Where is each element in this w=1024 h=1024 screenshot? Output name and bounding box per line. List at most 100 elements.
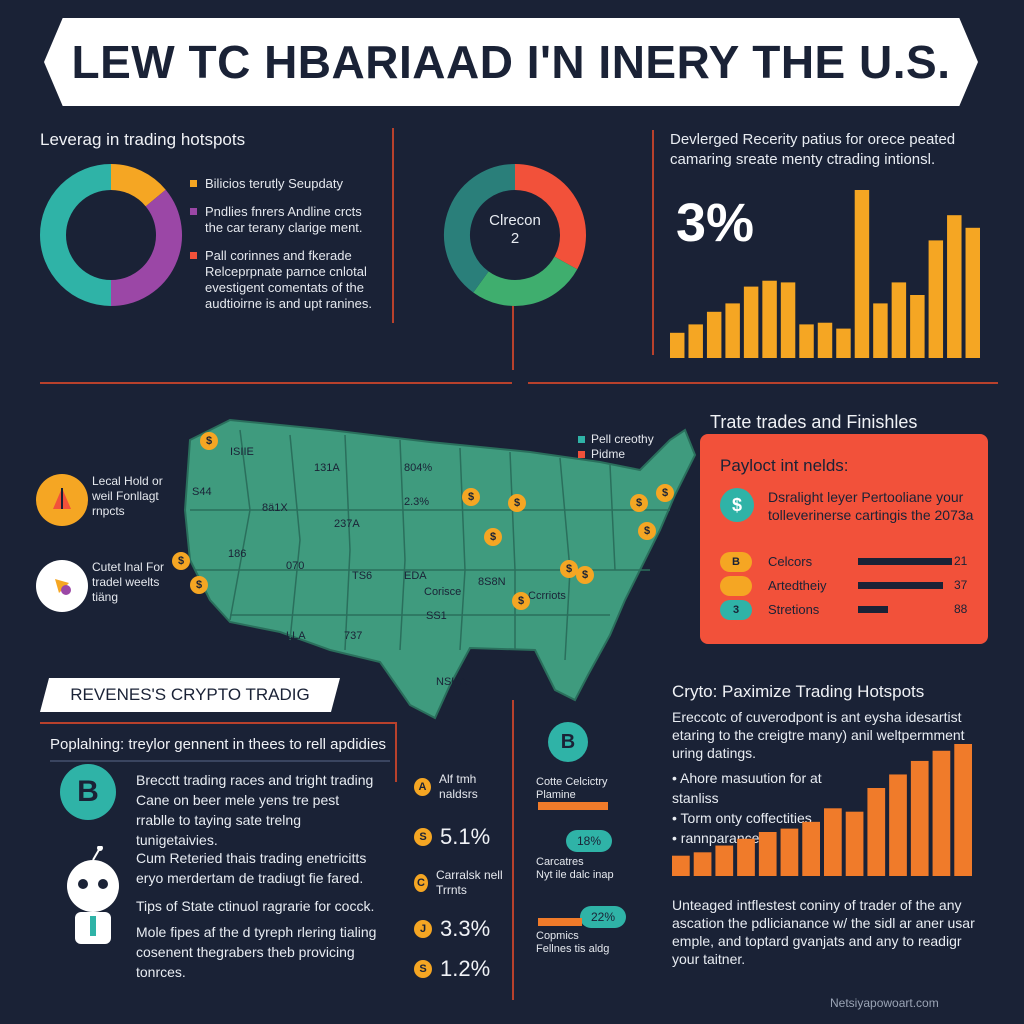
title-banner: LEW TC HBARIAAD I'N INERY THE U.S.	[44, 18, 978, 106]
map-label: 186	[228, 548, 247, 560]
map-outline	[183, 418, 697, 720]
row-label: Artedtheiy	[768, 578, 827, 593]
legend-swatch	[578, 436, 585, 443]
map-label: 8S8N	[478, 576, 506, 588]
coin-icon: $	[190, 576, 208, 594]
row-value: 37	[954, 578, 968, 592]
middle-stat-3: C Carralsk nell Trrnts	[414, 868, 514, 898]
row-icon: 3	[720, 600, 752, 620]
bar	[867, 788, 886, 876]
bar	[780, 828, 799, 876]
small-stat-label-line1: Copmics	[536, 930, 579, 942]
pie-slice	[110, 189, 182, 306]
donut2-center-label: Clrecon 2	[470, 212, 560, 248]
revenues-item-2: Cum Reteried thais trading enetricitts e…	[136, 850, 367, 886]
bar	[758, 832, 777, 876]
red-panel-text: Dsralight leyer Pertooliane your tolleve…	[768, 489, 974, 523]
middle-stat-1: A Alf tmh naldsrs	[414, 772, 514, 802]
legend-label: Pidme	[591, 447, 626, 461]
small-stat-badge: 22%	[580, 906, 626, 928]
bar	[802, 821, 820, 876]
coin-icon: $	[508, 494, 526, 512]
donut2-chart	[444, 164, 586, 306]
donut2-center-line1: Clrecon	[489, 212, 541, 229]
legend-swatch	[190, 252, 197, 259]
sailboat-icon	[36, 474, 88, 526]
map-label: NSHA	[436, 676, 467, 688]
bars-top-big-value: 3%	[676, 193, 755, 253]
shapes-icon	[36, 560, 88, 612]
middle-stat-value: 1.2%	[440, 956, 491, 981]
middle-stat-5: S 1.2%	[414, 956, 514, 982]
map-label: S44	[192, 486, 212, 498]
revenues-item-1: Brecctt trading races and tright trading…	[136, 772, 374, 848]
legend-label: Pell creothy	[591, 432, 654, 446]
small-stat-bar	[538, 802, 608, 810]
divider-vertical	[652, 130, 654, 355]
map-state-borders	[190, 429, 670, 661]
donut1-chart	[40, 164, 182, 306]
row-bar	[858, 582, 943, 589]
red-panel-heading: Trate trades and Finishles	[710, 412, 918, 432]
map-label: Corisce	[424, 586, 462, 598]
bar	[947, 215, 962, 358]
map-legend-item-1: Pell creothy	[578, 432, 654, 447]
small-stat-label-line2: Fellnes tis aldg	[536, 943, 610, 955]
row-value: 21	[954, 554, 968, 568]
donut1-title: Leverag in trading hotspots	[40, 130, 246, 149]
bar	[799, 324, 814, 358]
legend-label: Pndlies fnrers Andline crcts the car ter…	[205, 204, 363, 235]
coin-icon: $	[484, 528, 502, 546]
legend-swatch	[190, 180, 197, 187]
row-value: 88	[954, 602, 968, 616]
bar	[670, 332, 685, 358]
bar	[780, 282, 796, 358]
middle-stat-label: Carralsk nell Trrnts	[435, 868, 503, 897]
middle-stats: A Alf tmh naldsrs S 5.1% C Carralsk nell…	[414, 772, 514, 982]
revenues-header: Poplalning: treylor gennent in thees to …	[50, 736, 387, 753]
bar	[743, 286, 759, 358]
coin-icon: $	[560, 560, 578, 578]
bar	[836, 328, 851, 358]
bar	[715, 845, 734, 876]
pie-slice	[473, 256, 578, 306]
bar	[965, 227, 980, 358]
legend-label: Pall corinnes and fkerade Relceprpnate p…	[205, 248, 372, 311]
map-label: 131A	[314, 462, 340, 474]
bar	[854, 190, 870, 358]
coin-icon: S	[414, 960, 432, 978]
legend-label: Bilicios terutly Seupdaty	[205, 176, 344, 191]
bar	[706, 311, 722, 358]
middle-stat-2: S 5.1%	[414, 824, 514, 850]
legend-item-3: Pall corinnes and fkerade Relceprpnate p…	[190, 248, 380, 312]
bar	[873, 303, 888, 358]
middle-stat-value: 5.1%	[440, 824, 491, 849]
coin-icon: $	[200, 432, 218, 450]
bar	[725, 303, 740, 358]
pie-slice	[110, 164, 166, 207]
middle-stat-4: J 3.3%	[414, 916, 514, 942]
bar	[817, 322, 833, 358]
divider-vertical	[512, 700, 514, 1000]
robot-icon	[50, 845, 136, 946]
bar	[891, 282, 907, 358]
bar	[928, 240, 944, 358]
row-bar	[858, 606, 888, 613]
bottom-right-footer-text: Unteaged intflestest coniny of trader of…	[672, 897, 975, 967]
row-icon	[720, 576, 752, 596]
revenues-item-4: Mole fipes af the d tyreph rlering tiali…	[136, 924, 377, 980]
divider-vertical	[395, 722, 397, 782]
row-icon: B	[720, 552, 752, 572]
coin-icon: $	[630, 494, 648, 512]
bullet-item: • Torm onty coffectities	[672, 810, 812, 826]
bars-top-caption: Devlerged Recerity patius for orece peat…	[670, 131, 956, 168]
bitcoin-icon: B	[548, 722, 588, 762]
divider-horizontal	[50, 760, 390, 762]
red-panel: Payloct int nelds: $ Dsralight leyer Per…	[700, 434, 988, 644]
watermark: Netsiyapowoart.com	[830, 996, 939, 1010]
map-legend-item-2: Pidme	[578, 447, 654, 462]
divider-horizontal	[528, 382, 998, 384]
map-label: SS1	[426, 610, 447, 622]
small-stat-label-line1: Carcatres	[536, 856, 584, 868]
coin-icon: S	[414, 828, 432, 846]
